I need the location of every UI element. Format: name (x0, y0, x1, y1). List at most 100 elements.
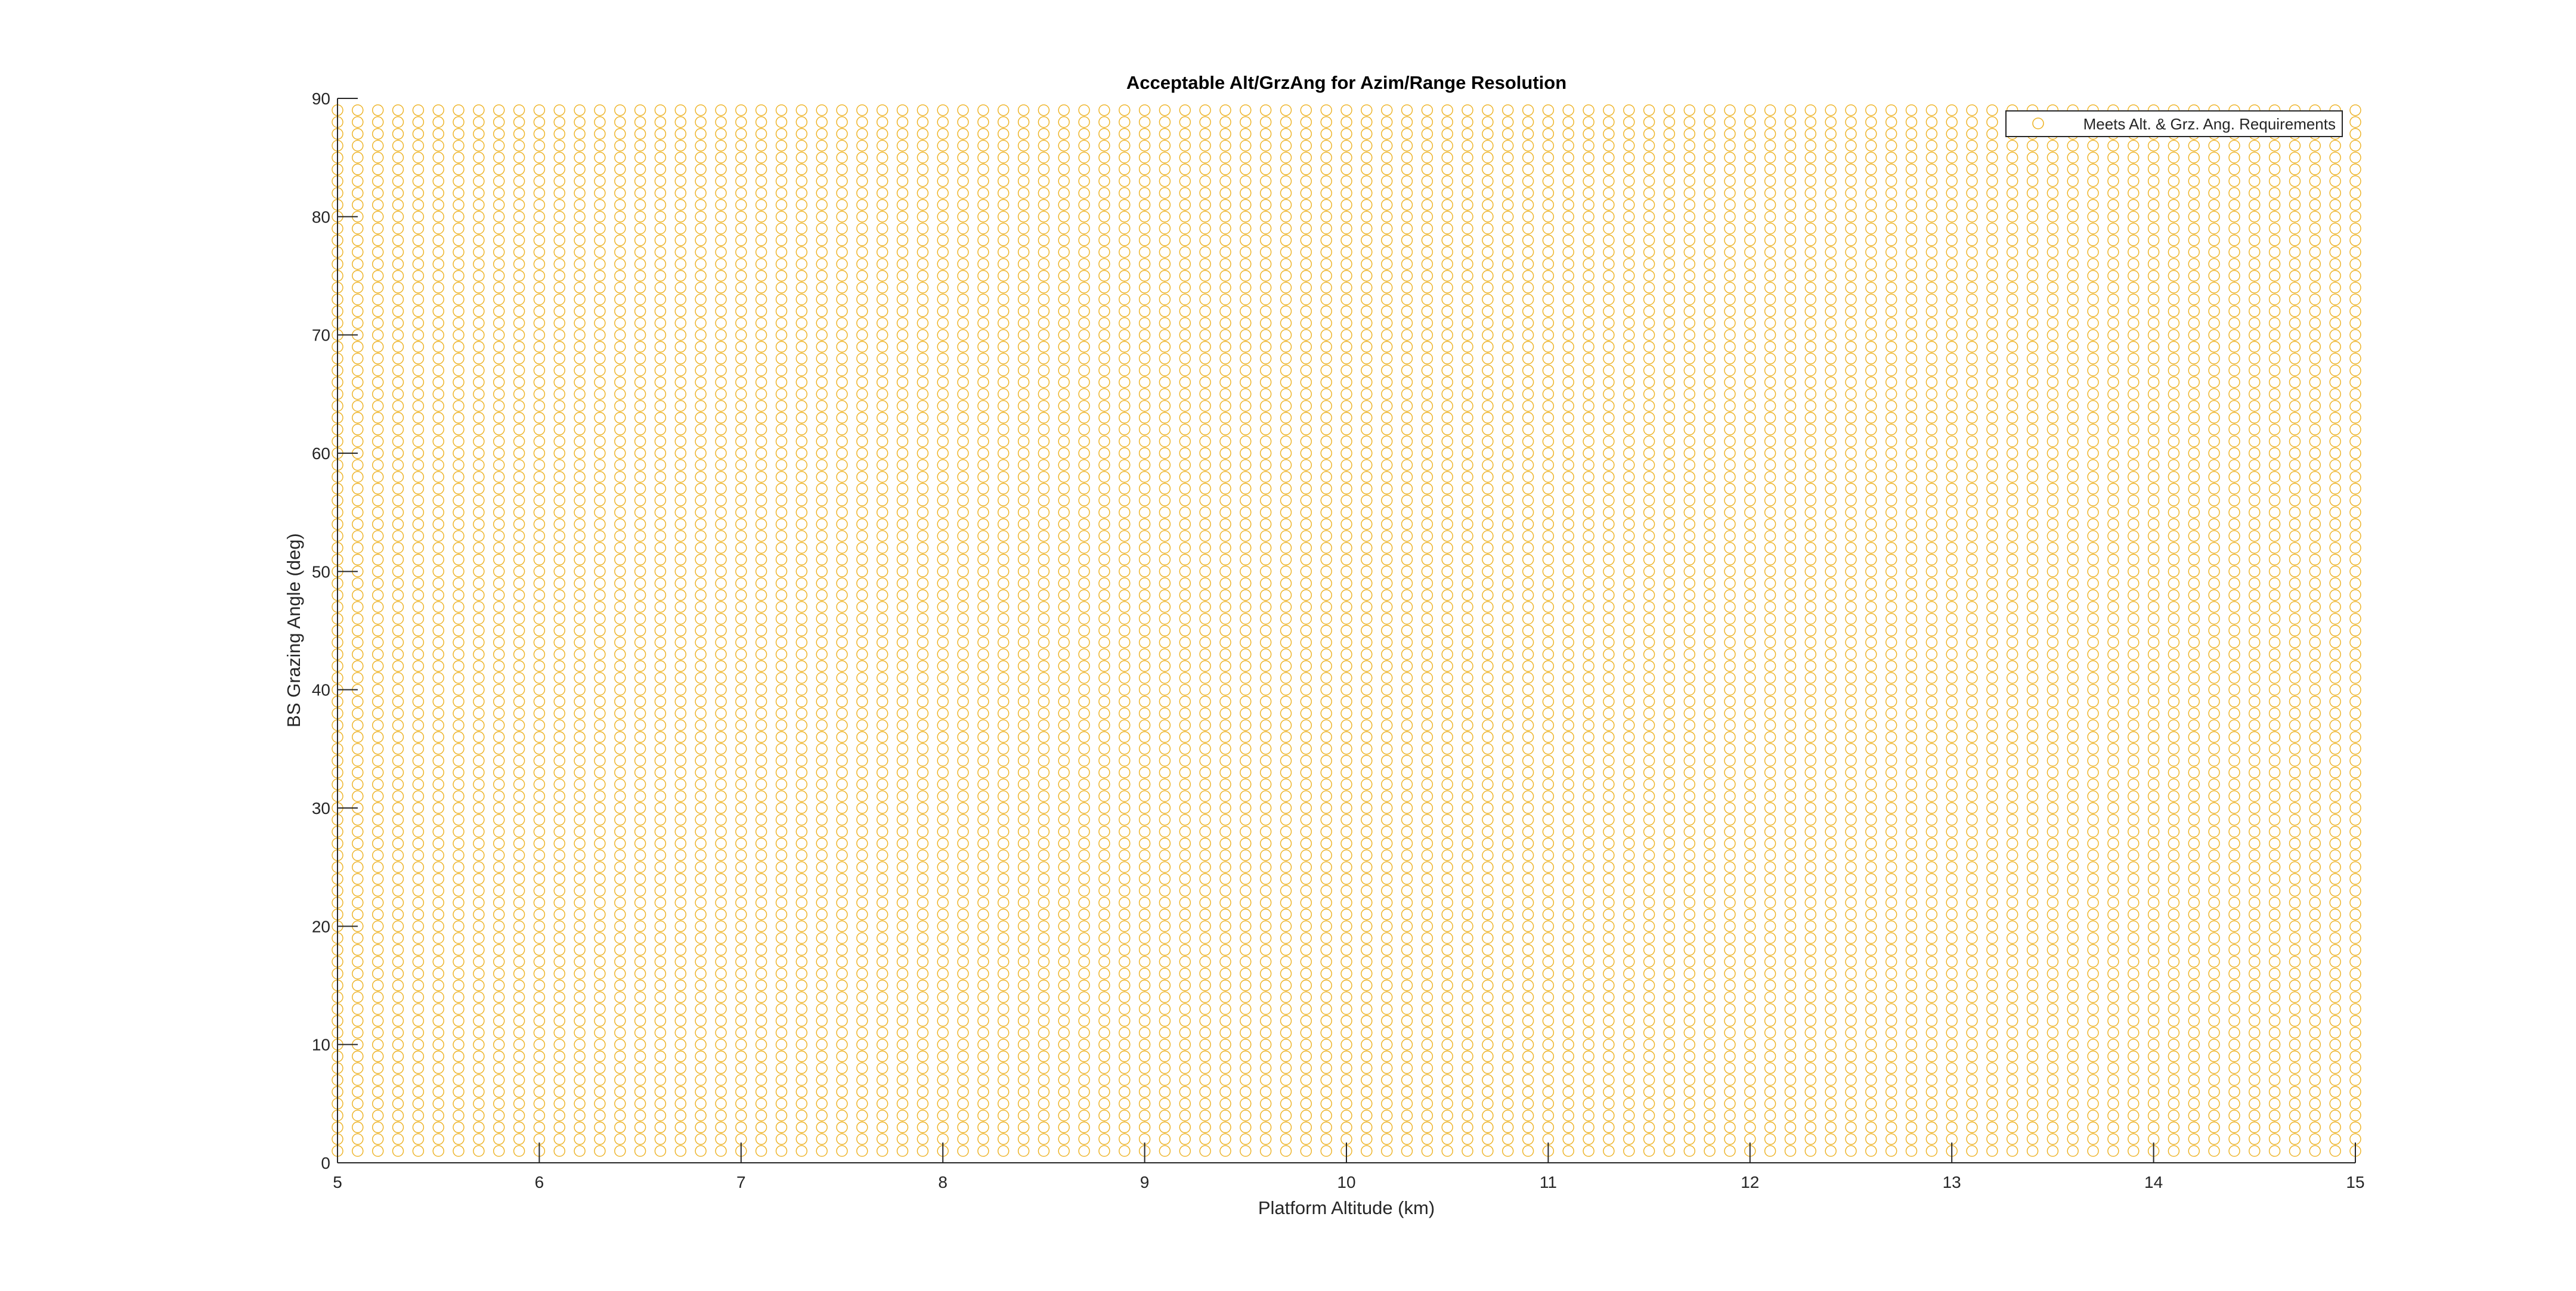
data-point (352, 825, 364, 838)
data-point (352, 542, 364, 554)
data-point (473, 790, 485, 802)
data-point (473, 1121, 485, 1134)
data-point (493, 506, 505, 518)
data-point (372, 814, 384, 826)
data-point (412, 1027, 425, 1039)
data-point (513, 1050, 525, 1063)
data-point (352, 104, 364, 116)
data-point (453, 624, 465, 637)
data-point (493, 364, 505, 376)
data-point (432, 293, 444, 305)
data-point (412, 979, 425, 992)
data-point (352, 944, 364, 956)
data-point (432, 222, 444, 234)
data-point (412, 837, 425, 850)
data-point (352, 411, 364, 424)
data-point (453, 542, 465, 554)
data-point (412, 790, 425, 802)
data-point (392, 352, 404, 364)
data-point (453, 814, 465, 826)
data-point (453, 187, 465, 199)
data-point (513, 944, 525, 956)
data-point (392, 1003, 404, 1015)
data-point (372, 565, 384, 577)
data-point (392, 293, 404, 305)
data-point (412, 199, 425, 211)
data-point (392, 1050, 404, 1063)
data-point (432, 1086, 444, 1098)
data-point (352, 151, 364, 163)
data-point (493, 778, 505, 791)
data-point (473, 530, 485, 542)
data-point (432, 471, 444, 483)
data-point (392, 1109, 404, 1122)
data-point (473, 944, 485, 956)
data-point (513, 482, 525, 495)
data-point (392, 140, 404, 152)
data-point (372, 754, 384, 767)
data-point (453, 494, 465, 506)
data-point (493, 1133, 505, 1146)
data-point (513, 1086, 525, 1098)
data-point (412, 175, 425, 187)
data-point (453, 719, 465, 731)
data-point (453, 1145, 465, 1157)
data-point (493, 1027, 505, 1039)
data-point (453, 754, 465, 767)
data-point (473, 1003, 485, 1015)
data-point (412, 518, 425, 530)
data-point (432, 873, 444, 885)
data-point (453, 1098, 465, 1110)
data-point (473, 849, 485, 862)
data-point (432, 317, 444, 329)
data-point (372, 873, 384, 885)
data-point (352, 731, 364, 743)
data-point (392, 991, 404, 1004)
data-point (372, 944, 384, 956)
data-point (493, 825, 505, 838)
data-point (392, 411, 404, 424)
data-point (493, 317, 505, 329)
data-point (493, 411, 505, 424)
data-point (453, 837, 465, 850)
data-point (493, 293, 505, 305)
data-point (473, 199, 485, 211)
data-point (392, 849, 404, 862)
data-point (352, 719, 364, 731)
data-point (372, 163, 384, 175)
data-point (432, 1027, 444, 1039)
data-point (412, 258, 425, 270)
data-point (432, 400, 444, 412)
data-point (352, 932, 364, 944)
data-point (473, 956, 485, 968)
data-point (533, 1050, 546, 1063)
data-point (392, 317, 404, 329)
data-point (392, 932, 404, 944)
data-point (513, 849, 525, 862)
data-point (352, 1074, 364, 1086)
data-point (352, 187, 364, 199)
data-point (473, 400, 485, 412)
data-point (352, 778, 364, 791)
data-point (372, 920, 384, 933)
data-point (392, 482, 404, 495)
data-point (513, 151, 525, 163)
data-point (473, 1062, 485, 1075)
data-point (453, 802, 465, 814)
data-point (392, 719, 404, 731)
data-point (372, 648, 384, 660)
data-point (473, 542, 485, 554)
data-point (352, 1015, 364, 1027)
data-point (453, 234, 465, 246)
data-point (493, 731, 505, 743)
data-point (372, 1109, 384, 1122)
data-point (453, 163, 465, 175)
data-point (453, 577, 465, 589)
data-point (513, 388, 525, 400)
data-point (453, 885, 465, 897)
data-point (432, 506, 444, 518)
data-point (493, 766, 505, 779)
data-point (473, 128, 485, 140)
data-point (372, 1027, 384, 1039)
data-point (493, 814, 505, 826)
